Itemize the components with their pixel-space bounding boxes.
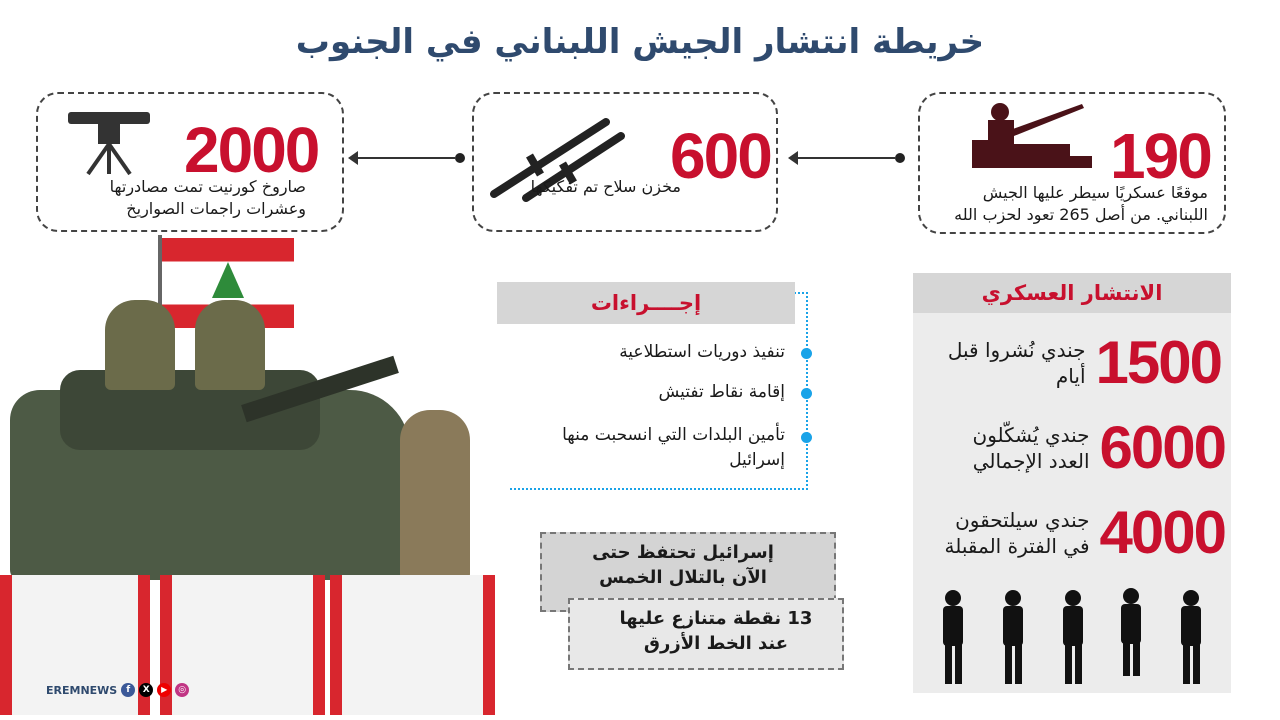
action-item: تنفيذ دوريات استطلاعية — [619, 342, 785, 362]
action-item: إقامة نقاط تفتيش — [658, 382, 785, 402]
soldier-silhouettes-icon — [943, 588, 1201, 684]
deployment-value: 1500 — [1095, 329, 1223, 396]
deployment-panel: الانتشار العسكري 1500 جندي نُشروا قبل أيا… — [913, 273, 1231, 693]
deployment-value: 6000 — [1099, 414, 1227, 481]
cedar-icon — [212, 262, 244, 298]
stat-card-depots: 600 مخزن سلاح تم تفكيكها — [472, 92, 778, 232]
stat-text: مخزن سلاح تم تفكيكها — [530, 177, 681, 196]
stat-text: صاروخ كورنيت تمت مصادرتها وعشرات راجمات ا… — [109, 177, 306, 218]
action-item: تأمين البلدات التي انسحبت منها إسرائيل — [562, 425, 785, 470]
bullet-icon — [801, 348, 812, 359]
bullet-icon — [801, 432, 812, 443]
facebook-icon[interactable]: f — [121, 683, 136, 697]
deployment-row: 6000 جندي يُشكّلون العدد الإجمالي — [940, 413, 1228, 482]
actions-title: إجــــراءات — [497, 282, 795, 324]
stat-card-positions: 190 موقعًا عسكريًا سيطر عليها الجيش اللبن… — [918, 92, 1226, 234]
deployment-value: 4000 — [1099, 499, 1227, 566]
connector-arrow — [355, 157, 455, 159]
stat-value: 190 — [1110, 120, 1213, 192]
brand-logo: EREMNEWS — [46, 683, 118, 697]
connector-dot — [455, 153, 465, 163]
instagram-icon[interactable]: ◎ — [175, 683, 190, 697]
stat-value: 2000 — [184, 114, 320, 186]
deployment-row: 1500 جندي نُشروا قبل أيام — [936, 328, 1223, 397]
arrow-head-icon — [788, 151, 798, 165]
deployment-text: جندي نُشروا قبل أيام — [947, 337, 1086, 388]
stat-text: موقعًا عسكريًا سيطر عليها الجيش اللبناني.… — [954, 183, 1208, 224]
stat-card-missiles: 2000 صاروخ كورنيت تمت مصادرتها وعشرات راج… — [36, 92, 344, 232]
connector-dot — [895, 153, 905, 163]
rifles-icon — [490, 118, 625, 202]
deployment-text: جندي سيلتحقون في الفترة المقبلة — [944, 507, 1090, 558]
deployment-title: الانتشار العسكري — [913, 273, 1231, 313]
deployment-row: 4000 جندي سيلتحقون في الفترة المقبلة — [940, 498, 1227, 567]
connector-arrow — [795, 157, 895, 159]
x-icon[interactable]: X — [139, 683, 154, 697]
deployment-text: جندي يُشكّلون العدد الإجمالي — [972, 422, 1090, 473]
bullet-icon — [801, 388, 812, 399]
army-tank-photo — [0, 230, 500, 720]
youtube-icon[interactable]: ▶ — [157, 683, 172, 697]
armored-gunner-icon — [972, 103, 1092, 168]
missile-launcher-icon — [68, 112, 150, 176]
arrow-head-icon — [348, 151, 358, 165]
brand-footer: EREMNEWS f X ▶ ◎ — [46, 683, 190, 697]
stat-value: 600 — [670, 120, 773, 192]
note-disputed-points: 13 نقطة متنازع عليها عند الخط الأزرق — [568, 598, 844, 670]
page-title: خريطة انتشار الجيش اللبناني في الجنوب — [295, 22, 985, 62]
